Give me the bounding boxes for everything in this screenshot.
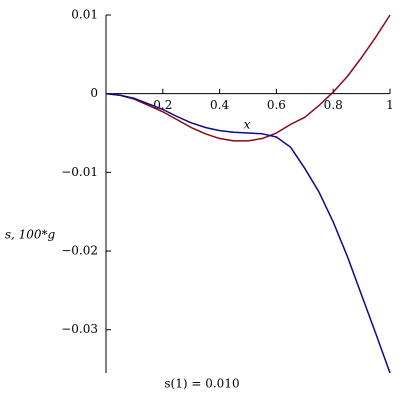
y-tick-label: 0	[90, 86, 98, 100]
x-tick-label: 1	[386, 98, 394, 112]
line-series	[105, 14, 391, 142]
x-tick-label: 0.8	[324, 98, 343, 112]
x-tick-label: 0.6	[267, 98, 286, 112]
y-tick-label: −0.02	[61, 244, 98, 258]
caption: s(1) = 0.010	[164, 377, 239, 391]
x-tick-label: 0.2	[153, 98, 172, 112]
x-tick-label: 0.4	[210, 98, 229, 112]
y-tick-label: 0.01	[71, 8, 98, 22]
y-axis-label: s, 100*g	[5, 228, 56, 242]
y-tick-label: −0.01	[61, 165, 98, 179]
x-axis-label: x	[244, 118, 251, 132]
line-series	[105, 92, 391, 374]
y-tick-label: −0.03	[61, 322, 98, 336]
